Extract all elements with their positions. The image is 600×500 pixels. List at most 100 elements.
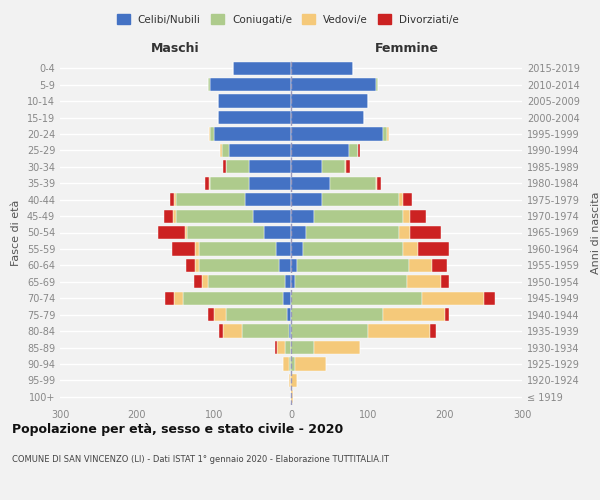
Bar — [430, 324, 436, 338]
Bar — [174, 193, 176, 206]
Y-axis label: Fasce di età: Fasce di età — [11, 200, 21, 266]
Bar — [387, 128, 389, 140]
Bar — [285, 275, 291, 288]
Bar — [403, 242, 418, 256]
Bar — [399, 193, 403, 206]
Bar — [214, 308, 226, 321]
Bar — [185, 226, 187, 239]
Bar — [291, 160, 322, 173]
Bar — [226, 308, 287, 321]
Bar — [283, 292, 291, 305]
Bar — [410, 226, 441, 239]
Bar — [291, 390, 293, 404]
Bar — [242, 324, 289, 338]
Bar — [205, 176, 209, 190]
Bar — [289, 358, 291, 370]
Bar — [403, 193, 412, 206]
Bar — [329, 176, 376, 190]
Bar — [291, 78, 376, 91]
Bar — [199, 242, 275, 256]
Bar — [432, 259, 448, 272]
Bar — [345, 160, 346, 173]
Bar — [210, 128, 214, 140]
Bar — [165, 292, 174, 305]
Bar — [291, 111, 364, 124]
Bar — [291, 259, 297, 272]
Bar — [283, 358, 289, 370]
Y-axis label: Anni di nascita: Anni di nascita — [591, 191, 600, 274]
Bar — [291, 358, 295, 370]
Bar — [376, 176, 377, 190]
Bar — [291, 341, 314, 354]
Bar — [307, 226, 399, 239]
Bar — [441, 275, 449, 288]
Bar — [176, 210, 253, 222]
Bar — [291, 308, 383, 321]
Bar — [194, 275, 202, 288]
Bar — [422, 292, 484, 305]
Bar — [291, 275, 295, 288]
Bar — [226, 160, 248, 173]
Bar — [176, 193, 245, 206]
Bar — [218, 111, 291, 124]
Bar — [322, 160, 345, 173]
Bar — [484, 292, 495, 305]
Bar — [170, 193, 174, 206]
Bar — [164, 210, 173, 222]
Bar — [209, 176, 210, 190]
Bar — [208, 275, 285, 288]
Bar — [346, 160, 350, 173]
Bar — [407, 275, 441, 288]
Bar — [183, 292, 283, 305]
Bar — [209, 128, 210, 140]
Bar — [248, 160, 291, 173]
Bar — [295, 358, 326, 370]
Bar — [383, 308, 445, 321]
Bar — [202, 275, 208, 288]
Bar — [289, 374, 291, 387]
Bar — [253, 210, 291, 222]
Bar — [275, 341, 277, 354]
Bar — [409, 259, 432, 272]
Bar — [410, 210, 426, 222]
Bar — [297, 259, 409, 272]
Bar — [291, 242, 302, 256]
Bar — [264, 226, 291, 239]
Text: Popolazione per età, sesso e stato civile - 2020: Popolazione per età, sesso e stato civil… — [12, 422, 343, 436]
Bar — [158, 226, 185, 239]
Bar — [220, 144, 222, 157]
Bar — [291, 193, 322, 206]
Bar — [173, 210, 176, 222]
Bar — [199, 259, 280, 272]
Bar — [314, 341, 360, 354]
Bar — [383, 128, 387, 140]
Bar — [349, 144, 358, 157]
Bar — [210, 78, 291, 91]
Legend: Celibi/Nubili, Coniugati/e, Vedovi/e, Divorziati/e: Celibi/Nubili, Coniugati/e, Vedovi/e, Di… — [113, 10, 463, 29]
Bar — [322, 193, 399, 206]
Bar — [291, 128, 383, 140]
Bar — [291, 210, 314, 222]
Bar — [377, 176, 381, 190]
Bar — [445, 308, 449, 321]
Bar — [277, 341, 285, 354]
Bar — [291, 374, 297, 387]
Bar — [275, 242, 291, 256]
Bar — [185, 259, 195, 272]
Text: Maschi: Maschi — [151, 42, 200, 55]
Bar — [218, 94, 291, 108]
Bar — [399, 226, 410, 239]
Bar — [403, 210, 410, 222]
Bar — [291, 176, 329, 190]
Bar — [223, 324, 242, 338]
Bar — [280, 259, 291, 272]
Text: Femmine: Femmine — [374, 42, 439, 55]
Bar — [291, 292, 422, 305]
Bar — [214, 128, 291, 140]
Bar — [248, 176, 291, 190]
Bar — [233, 62, 291, 75]
Bar — [289, 324, 291, 338]
Bar — [291, 94, 368, 108]
Bar — [187, 226, 264, 239]
Bar — [314, 210, 403, 222]
